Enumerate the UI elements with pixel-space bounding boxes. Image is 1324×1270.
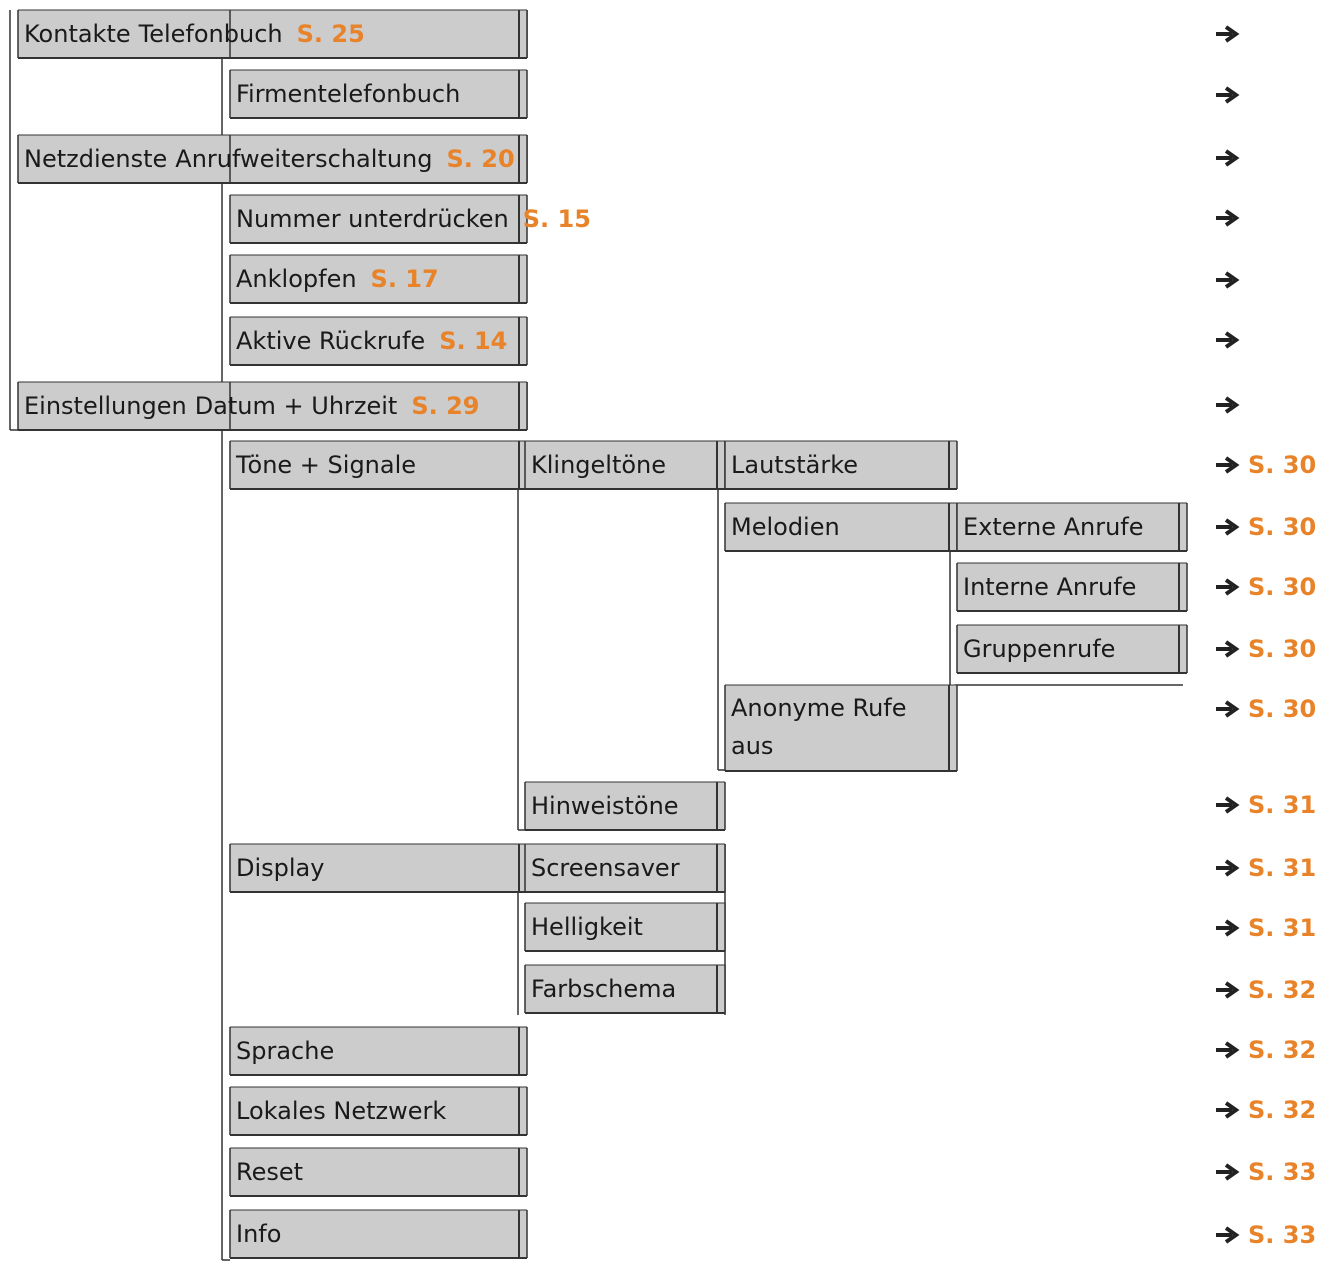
- menu-label: Lokales Netzwerk: [236, 1097, 446, 1125]
- page-ref: S. 20: [447, 145, 515, 173]
- menu-box: [957, 503, 1187, 551]
- menu-label: Aktive Rückrufe: [236, 327, 425, 355]
- menu-label: Lautstärke: [731, 451, 858, 479]
- menu-box: [230, 1148, 527, 1196]
- page-ref: S. 32: [1248, 1096, 1316, 1124]
- arrow: [1216, 25, 1240, 43]
- menu-label: Hinweistöne: [531, 792, 679, 820]
- menu-label: Anonyme Rufe aus: [731, 694, 914, 760]
- menu-box: [525, 441, 725, 489]
- menu-label: Telefonbuch: [138, 20, 283, 48]
- menu-label: Anklopfen: [236, 265, 357, 293]
- menu-label: Farbschema: [531, 975, 676, 1003]
- menu-box: [230, 135, 527, 183]
- page-ref: S. 14: [439, 327, 507, 355]
- menu-box: [230, 382, 527, 430]
- page-ref: S. 33: [1248, 1221, 1316, 1249]
- menu-box: [525, 903, 725, 951]
- menu-box: [230, 317, 527, 365]
- menu-label: Klingeltöne: [531, 451, 666, 479]
- page-ref: S. 30: [1248, 695, 1316, 723]
- menu-label: Info: [236, 1220, 281, 1248]
- menu-box: [725, 503, 957, 551]
- menu-label: Anrufweiterschaltung: [175, 145, 432, 173]
- menu-box: [957, 563, 1187, 611]
- page-ref: S. 25: [297, 20, 365, 48]
- page-ref: S. 30: [1248, 635, 1316, 663]
- menu-box: [230, 70, 527, 118]
- menu-box: [230, 441, 527, 489]
- arrow: [1216, 1163, 1240, 1181]
- arrow: [1216, 149, 1240, 167]
- menu-label: Display: [236, 854, 324, 882]
- arrow: [1216, 209, 1240, 227]
- page-ref: S. 17: [371, 265, 439, 293]
- arrow: [1216, 981, 1240, 999]
- menu-label: Einstellungen: [24, 392, 187, 420]
- arrow: [1216, 271, 1240, 289]
- arrow: [1216, 796, 1240, 814]
- page-ref: S. 29: [411, 392, 479, 420]
- arrow: [1216, 1101, 1240, 1119]
- page-ref: S. 30: [1248, 573, 1316, 601]
- menu-box: [725, 685, 957, 771]
- menu-label: Screensaver: [531, 854, 680, 882]
- page-ref: S. 33: [1248, 1158, 1316, 1186]
- menu-box: [230, 1210, 527, 1258]
- menu-label: Reset: [236, 1158, 303, 1186]
- menu-box: [230, 844, 527, 892]
- menu-label: Kontakte: [24, 20, 131, 48]
- page-ref: S. 30: [1248, 451, 1316, 479]
- page-ref: S. 15: [523, 205, 591, 233]
- menu-label: Datum + Uhrzeit: [195, 392, 398, 420]
- arrow: [1216, 456, 1240, 474]
- menu-box: [525, 782, 725, 830]
- page-ref: S. 30: [1248, 513, 1316, 541]
- menu-label: Interne Anrufe: [963, 573, 1136, 601]
- menu-box: [230, 195, 527, 243]
- arrow: [1216, 578, 1240, 596]
- menu-box: [230, 255, 527, 303]
- page-ref: S. 32: [1248, 1036, 1316, 1064]
- menu-label: Sprache: [236, 1037, 334, 1065]
- menu-label: Nummer unterdrücken: [236, 205, 509, 233]
- menu-box: [230, 10, 527, 58]
- page-ref: S. 32: [1248, 976, 1316, 1004]
- page-ref: S. 31: [1248, 914, 1316, 942]
- menu-label: Gruppenrufe: [963, 635, 1115, 663]
- menu-box: [230, 1027, 527, 1075]
- menu-box: [957, 625, 1187, 673]
- page-ref: S. 31: [1248, 854, 1316, 882]
- menu-box: [725, 441, 957, 489]
- menu-label: Netzdienste: [24, 145, 167, 173]
- arrow: [1216, 919, 1240, 937]
- arrow: [1216, 331, 1240, 349]
- menu-label: Töne + Signale: [235, 451, 416, 479]
- arrow: [1216, 1041, 1240, 1059]
- arrow: [1216, 859, 1240, 877]
- arrow: [1216, 396, 1240, 414]
- menu-label: Helligkeit: [531, 913, 643, 941]
- arrow: [1216, 700, 1240, 718]
- arrow: [1216, 640, 1240, 658]
- arrow: [1216, 1226, 1240, 1244]
- menu-label: Firmentelefonbuch: [236, 80, 460, 108]
- menu-label: Melodien: [731, 513, 840, 541]
- arrow: [1216, 86, 1240, 104]
- menu-label: Externe Anrufe: [963, 513, 1144, 541]
- menu-box: [525, 965, 725, 1013]
- page-ref: S. 31: [1248, 791, 1316, 819]
- menu-box: [230, 1087, 527, 1135]
- menu-box: [525, 844, 725, 892]
- arrow: [1216, 518, 1240, 536]
